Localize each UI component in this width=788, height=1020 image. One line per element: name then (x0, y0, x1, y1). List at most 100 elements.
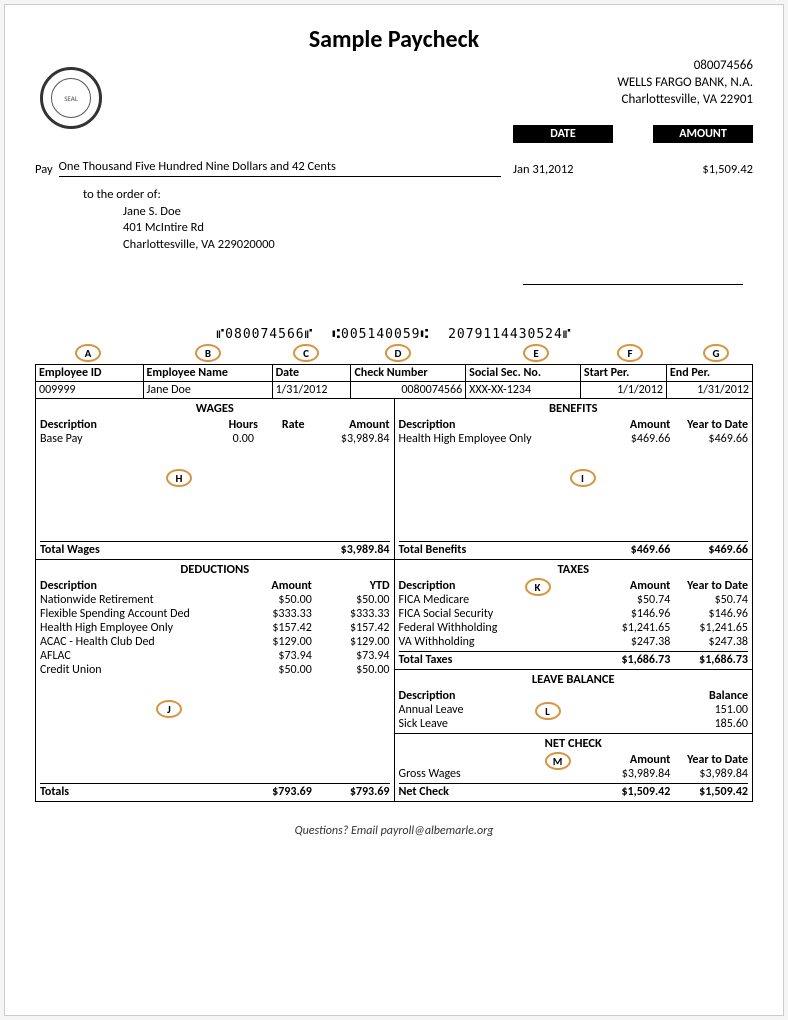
taxes-section: TAXESDescriptionAmountYear to DateFICA M… (395, 559, 753, 669)
hdr-head: Employee ID (36, 365, 144, 382)
leave-section: LEAVE BALANCEDescriptionBalanceAnnual Le… (395, 669, 753, 733)
netcheck-section: NET CHECKAmountYear to DateGross Wages$3… (395, 733, 753, 801)
col-head: YTD (312, 579, 390, 593)
cell: 185.60 (670, 717, 748, 731)
pay-label: Pay (35, 162, 53, 177)
col-head: Description (40, 579, 234, 593)
table-row: Health High Employee Only$469.66$469.66 (399, 432, 749, 446)
hdr-head: Social Sec. No. (466, 365, 581, 382)
cell: $247.38 (670, 635, 748, 649)
col-head (593, 689, 671, 703)
hdr-head: Start Per. (580, 365, 666, 382)
deductions-section: DEDUCTIONSDescriptionAmountYTDNationwide… (36, 559, 394, 801)
cell: $247.38 (593, 635, 671, 649)
hdr-value: Jane Doe (143, 382, 272, 399)
column-letter: E (523, 344, 549, 362)
cell: Credit Union (40, 663, 234, 677)
payee-name: Jane S. Doe (123, 204, 753, 221)
signature-line (523, 284, 743, 285)
cell (268, 432, 318, 446)
cell: $129.00 (312, 635, 390, 649)
page-title: Sample Paycheck (35, 25, 753, 54)
table-row: ACAC - Health Club Ded$129.00$129.00 (40, 635, 390, 649)
total-cell: $1,686.73 (670, 653, 748, 667)
paystub-body: WAGESDescriptionHoursRateAmountBase Pay0… (35, 399, 753, 802)
bank-name: WELLS FARGO BANK, N.A. (35, 75, 753, 92)
cell: $3,989.84 (593, 767, 671, 781)
col-head: Description (399, 579, 593, 593)
section-letter: L (535, 702, 561, 720)
section-letter: K (525, 578, 551, 596)
total-cell (268, 543, 318, 557)
section-title: NET CHECK (399, 736, 749, 751)
table-row: Credit Union$50.00$50.00 (40, 663, 390, 677)
cell: Nationwide Retirement (40, 593, 234, 607)
hdr-value: 009999 (36, 382, 144, 399)
cell: Base Pay (40, 432, 218, 446)
amount-label: AMOUNT (653, 125, 753, 143)
cell: $129.00 (234, 635, 312, 649)
bank-block: 080074566 WELLS FARGO BANK, N.A. Charlot… (35, 58, 753, 109)
cell: Flexible Spending Account Ded (40, 607, 234, 621)
bank-city: Charlottesville, VA 22901 (35, 92, 753, 109)
cell: $469.66 (593, 432, 671, 446)
check-amount: $1,509.42 (702, 162, 753, 177)
cell: $157.42 (234, 621, 312, 635)
benefits-section: BENEFITSDescriptionAmountYear to DateHea… (395, 399, 753, 559)
hdr-value: 1/31/2012 (666, 382, 752, 399)
cell: $1,241.65 (593, 621, 671, 635)
cell: AFLAC (40, 649, 234, 663)
payee-addr2: Charlottesville, VA 229020000 (123, 237, 753, 254)
total-cell: Net Check (399, 785, 593, 799)
col-head: Hours (218, 418, 268, 432)
col-head: Year to Date (670, 753, 748, 767)
cell: $1,241.65 (670, 621, 748, 635)
cell: $50.00 (234, 663, 312, 677)
total-cell: Total Benefits (399, 543, 593, 557)
table-row: FICA Social Security$146.96$146.96 (399, 607, 749, 621)
col-head: Year to Date (670, 418, 748, 432)
table-row: Annual Leave151.00 (399, 703, 749, 717)
hdr-value: XXX-XX-1234 (466, 382, 581, 399)
cell: $146.96 (670, 607, 748, 621)
cell: Annual Leave (399, 703, 593, 717)
total-cell: $1,686.73 (593, 653, 671, 667)
county-seal-icon: SEAL (40, 67, 102, 129)
cell: $50.00 (234, 593, 312, 607)
column-letter-row: ABCDEFG (35, 344, 753, 364)
cell: $3,989.84 (318, 432, 389, 446)
payee-addr1: 401 McIntire Rd (123, 220, 753, 237)
section-title: BENEFITS (399, 401, 749, 416)
section-title: DEDUCTIONS (40, 562, 390, 577)
column-letter: D (385, 344, 411, 362)
table-row: FICA Medicare$50.74$50.74 (399, 593, 749, 607)
page: Sample Paycheck SEAL 080074566 WELLS FAR… (4, 4, 784, 1016)
micr-line: ⑈080074566⑈ ⑆005140059⑆ 2079114430524⑈ (35, 327, 753, 342)
cell: $333.33 (234, 607, 312, 621)
hdr-value: 1/31/2012 (272, 382, 351, 399)
cell: $157.42 (312, 621, 390, 635)
footer-contact: Questions? Email payroll@albemarle.org (35, 824, 753, 838)
wages-section: WAGESDescriptionHoursRateAmountBase Pay0… (36, 399, 394, 559)
total-cell: Total Taxes (399, 653, 593, 667)
total-cell: $469.66 (593, 543, 671, 557)
total-cell: Totals (40, 785, 234, 799)
section-letter: M (545, 752, 571, 770)
cell: $469.66 (670, 432, 748, 446)
col-head: Year to Date (670, 579, 748, 593)
cell (593, 703, 671, 717)
cell: ACAC - Health Club Ded (40, 635, 234, 649)
total-cell (218, 543, 268, 557)
cell: Health High Employee Only (40, 621, 234, 635)
cell: $3,989.84 (670, 767, 748, 781)
cell: VA Withholding (399, 635, 593, 649)
col-head: Rate (268, 418, 318, 432)
date-label: DATE (513, 125, 613, 143)
cell: $146.96 (593, 607, 671, 621)
col-head: Description (399, 689, 593, 703)
column-letter: G (703, 344, 729, 362)
column-letter: B (195, 344, 221, 362)
total-cell: $1,509.42 (593, 785, 671, 799)
table-row: VA Withholding$247.38$247.38 (399, 635, 749, 649)
total-cell: $1,509.42 (670, 785, 748, 799)
